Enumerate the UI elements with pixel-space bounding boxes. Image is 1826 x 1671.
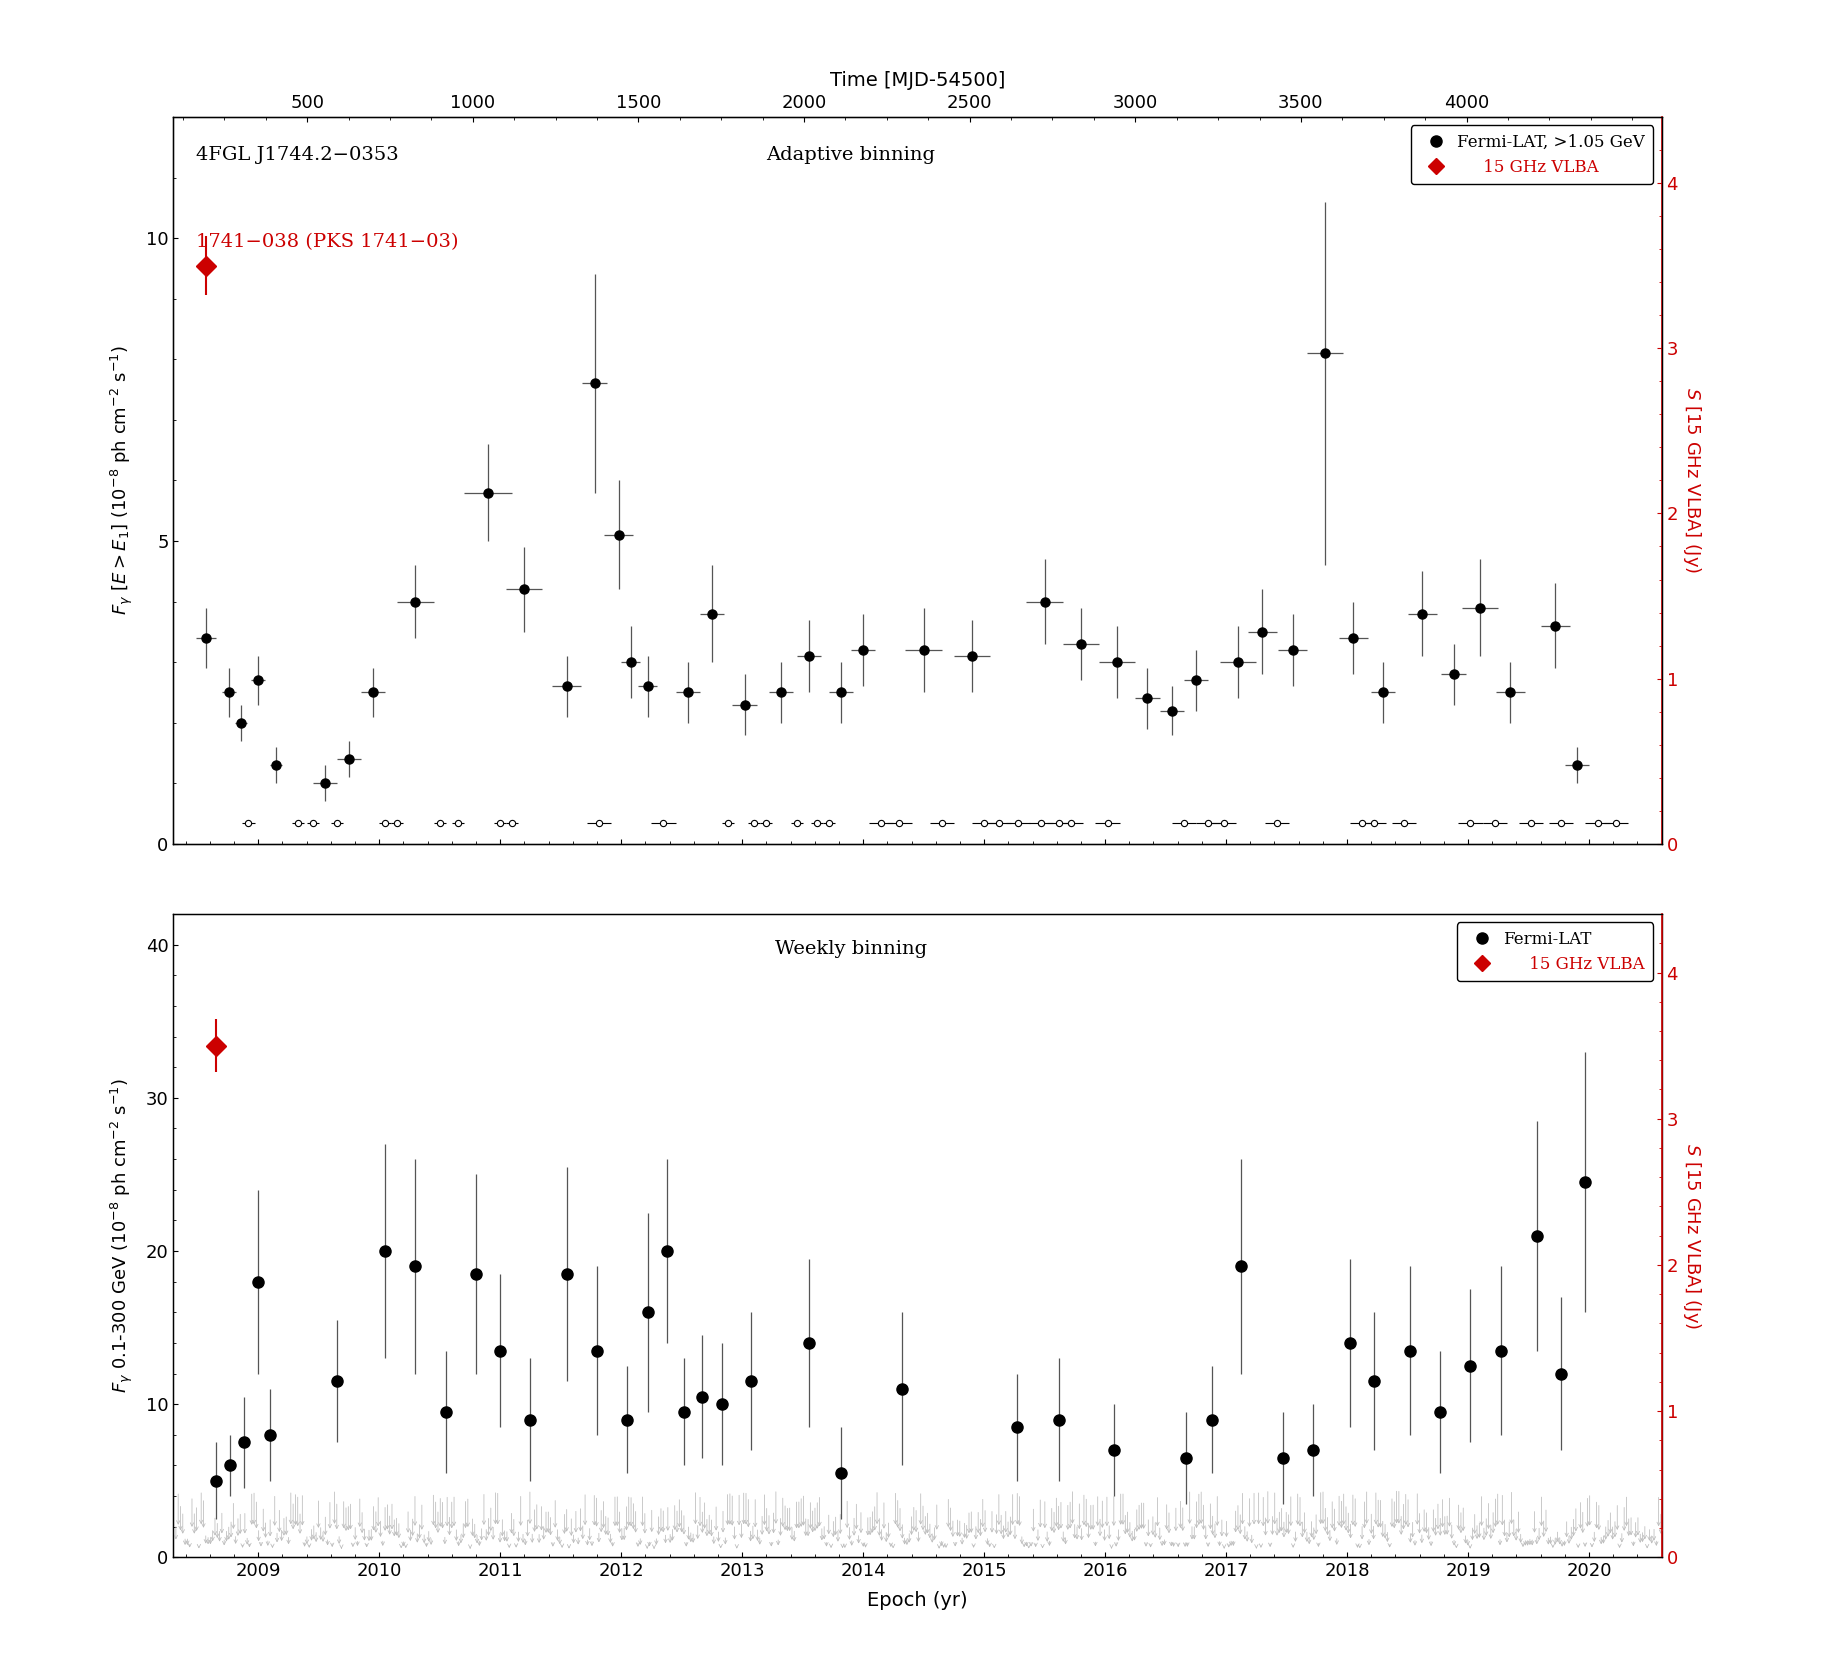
- Text: Adaptive binning: Adaptive binning: [767, 145, 935, 164]
- Text: 4FGL J1744.2−0353: 4FGL J1744.2−0353: [195, 145, 398, 164]
- Y-axis label: $F_\gamma\ [E{>}E_1]\ (10^{-8}\ \rm ph\ cm^{-2}\ s^{-1})$: $F_\gamma\ [E{>}E_1]\ (10^{-8}\ \rm ph\ …: [108, 346, 135, 615]
- X-axis label: Time [MJD-54500]: Time [MJD-54500]: [829, 70, 1006, 90]
- Y-axis label: $S\ [15\ \rm GHz\ VLBA]\ (Jy)$: $S\ [15\ \rm GHz\ VLBA]\ (Jy)$: [1682, 1143, 1704, 1328]
- X-axis label: Epoch (yr): Epoch (yr): [867, 1591, 968, 1611]
- Legend: Fermi-LAT, >1.05 GeV,      15 GHz VLBA: Fermi-LAT, >1.05 GeV, 15 GHz VLBA: [1410, 125, 1653, 184]
- Legend: Fermi-LAT,      15 GHz VLBA: Fermi-LAT, 15 GHz VLBA: [1457, 922, 1653, 981]
- Y-axis label: $F_\gamma\ 0.1\text{-}300\ \rm GeV\ (10^{-8}\ ph\ cm^{-2}\ s^{-1})$: $F_\gamma\ 0.1\text{-}300\ \rm GeV\ (10^…: [108, 1078, 135, 1394]
- Y-axis label: $S\ [15\ \rm GHz\ VLBA]\ (Jy)$: $S\ [15\ \rm GHz\ VLBA]\ (Jy)$: [1682, 388, 1704, 573]
- Text: 1741−038 (PKS 1741−03): 1741−038 (PKS 1741−03): [195, 234, 458, 251]
- Text: Weekly binning: Weekly binning: [774, 939, 926, 957]
